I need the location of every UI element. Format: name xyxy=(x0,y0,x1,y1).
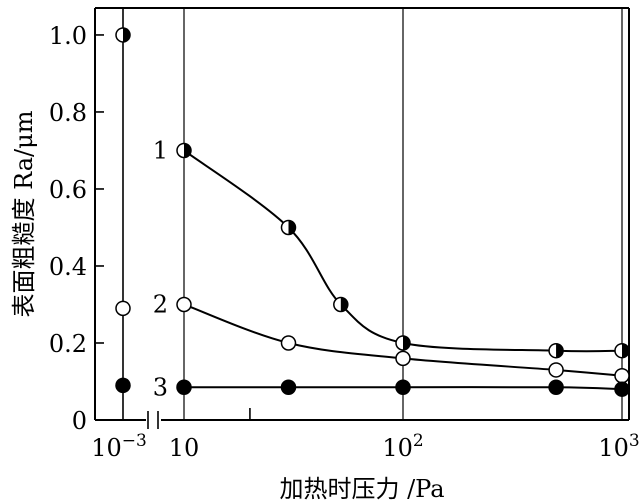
data-point xyxy=(548,379,564,396)
data-point xyxy=(115,377,131,394)
data-point-fill xyxy=(184,143,191,158)
data-point xyxy=(614,381,630,397)
x-tick-label: 102 xyxy=(382,431,423,462)
y-tick-label: 0.2 xyxy=(49,330,87,358)
data-point xyxy=(115,27,131,43)
x-tick-label: 10 xyxy=(169,434,200,462)
data-point xyxy=(280,335,297,351)
y-tick-label: 0.4 xyxy=(49,253,87,281)
data-point xyxy=(280,219,297,236)
series-label-2: 2 xyxy=(153,290,168,318)
series-label-1: 1 xyxy=(153,136,168,164)
data-point-fill xyxy=(403,335,410,350)
data-point xyxy=(395,379,411,396)
y-axis-title: 表面粗糙度 Ra/μm xyxy=(10,110,38,317)
y-axis: 0 0.2 0.4 0.6 0.8 1.0 xyxy=(49,22,104,435)
data-point xyxy=(280,379,297,396)
data-point xyxy=(614,342,630,359)
y-tick-label: 0.8 xyxy=(49,99,87,127)
y-tick-label: 1.0 xyxy=(49,22,87,50)
data-point xyxy=(614,367,630,384)
data-point-fill xyxy=(622,343,629,358)
x-axis-title: 加热时压力 /Pa xyxy=(279,475,444,503)
x-tick-label: 103 xyxy=(598,431,639,462)
plot-frame xyxy=(94,7,630,429)
data-point xyxy=(115,300,131,317)
data-point xyxy=(395,335,411,351)
data-point xyxy=(176,296,192,313)
series-markers xyxy=(115,27,630,397)
data-point xyxy=(548,342,564,359)
x-axis: 10−3 10 102 103 xyxy=(91,408,640,462)
data-point xyxy=(176,142,192,159)
data-point xyxy=(548,362,564,378)
data-point-fill xyxy=(340,297,348,312)
data-point-fill xyxy=(556,343,564,358)
y-tick-label: 0.6 xyxy=(49,176,87,204)
grid-lines xyxy=(122,8,623,420)
data-point xyxy=(176,379,192,396)
y-tick-label: 0 xyxy=(72,407,87,435)
series-label-3: 3 xyxy=(153,373,168,401)
data-point-fill xyxy=(288,220,296,235)
series-labels: 1 2 3 xyxy=(153,136,168,401)
data-point xyxy=(395,350,411,367)
data-point xyxy=(333,296,349,313)
x-tick-label-left: 10−3 xyxy=(91,431,147,462)
data-point-fill xyxy=(123,27,131,42)
